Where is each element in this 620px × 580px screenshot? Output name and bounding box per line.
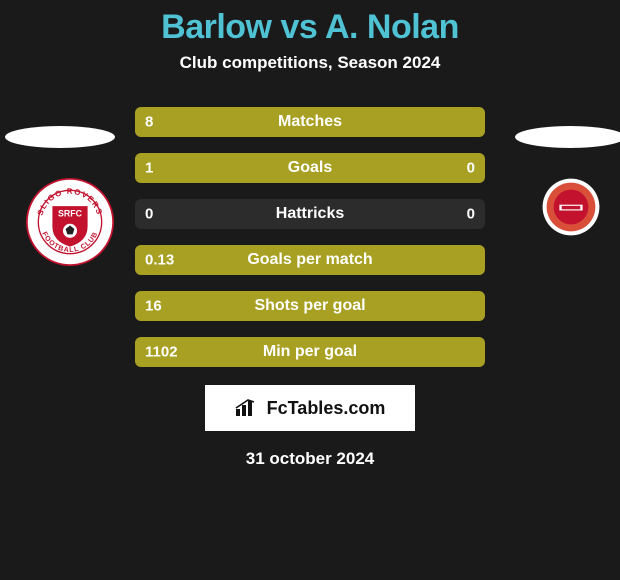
svg-text:SRFC: SRFC (58, 209, 83, 219)
stat-row: 0.13 Goals per match (135, 245, 485, 275)
value-right: 0 (467, 206, 475, 223)
stat-row: 8 Matches (135, 107, 485, 137)
value-left: 1 (145, 160, 153, 177)
page-title: Barlow vs A. Nolan (0, 8, 620, 47)
metric-label: Goals (288, 159, 332, 177)
watermark-text: FcTables.com (267, 398, 386, 419)
player-left-avatar (5, 126, 115, 148)
subtitle: Club competitions, Season 2024 (0, 53, 620, 73)
club-crest-left: SLIGO ROVERS FOOTBALL CLUB SRFC (26, 178, 114, 266)
metric-label: Shots per goal (254, 297, 365, 315)
metric-label: Hattricks (276, 205, 344, 223)
metric-label: Min per goal (263, 343, 357, 361)
value-left: 0.13 (145, 252, 174, 269)
date-label: 31 october 2024 (0, 449, 620, 469)
player-right-avatar (515, 126, 620, 148)
bar-left (135, 153, 398, 183)
shield-icon: SLIGO ROVERS FOOTBALL CLUB SRFC (26, 178, 114, 266)
value-right: 0 (467, 160, 475, 177)
value-left: 16 (145, 298, 162, 315)
stat-row: 1 0 Goals (135, 153, 485, 183)
comparison-card: Barlow vs A. Nolan Club competitions, Se… (0, 0, 620, 580)
metric-label: Goals per match (247, 251, 372, 269)
value-left: 8 (145, 114, 153, 131)
stat-row: 0 0 Hattricks (135, 199, 485, 229)
club-crest-right (542, 178, 600, 236)
shield-icon (542, 178, 600, 236)
value-left: 1102 (145, 344, 178, 361)
watermark: FcTables.com (205, 385, 415, 431)
stat-row: 1102 Min per goal (135, 337, 485, 367)
bar-chart-icon (235, 399, 261, 417)
value-left: 0 (145, 206, 153, 223)
stat-row: 16 Shots per goal (135, 291, 485, 321)
metric-label: Matches (278, 113, 342, 131)
